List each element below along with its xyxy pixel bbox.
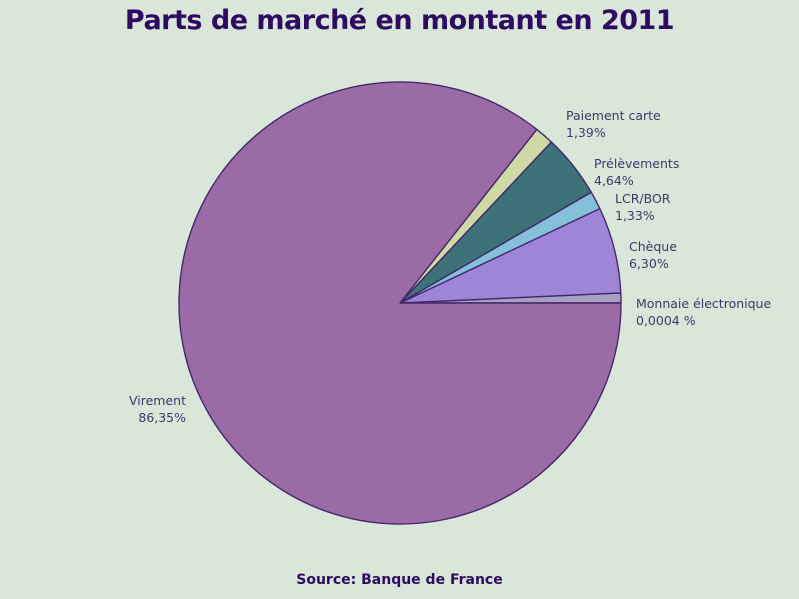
slice-label-value: 4,64% [594,173,634,188]
pie-slice-virement [178,81,622,525]
slice-label-monnaie-electronique: Monnaie électronique 0,0004 % [636,295,771,329]
slice-label-value: 6,30% [629,256,669,271]
chart-source: Source: Banque de France [296,572,503,588]
slice-label-name: Prélèvements [594,156,680,171]
slice-label-virement: Virement 86,35% [129,392,186,426]
slice-label-name: Paiement carte [566,108,661,123]
slice-label-paiement-carte: Paiement carte 1,39% [566,107,661,141]
slice-label-name: Chèque [629,239,677,254]
slice-label-value: 0,0004 % [636,313,696,328]
slice-label-prelevements: Prélèvements 4,64% [594,155,679,189]
slice-label-name: Monnaie électronique [636,296,772,311]
slice-label-value: 1,39% [566,125,606,140]
slice-label-cheque: Chèque 6,30% [629,238,677,272]
chart-title: Parts de marché en montant en 2011 [124,5,675,36]
slice-label-lcr-bor: LCR/BOR 1,33% [615,190,670,224]
slice-label-value: 86,35% [138,410,186,425]
slice-label-value: 1,33% [615,208,655,223]
slice-label-name: LCR/BOR [615,191,671,206]
slice-label-name: Virement [129,393,186,408]
